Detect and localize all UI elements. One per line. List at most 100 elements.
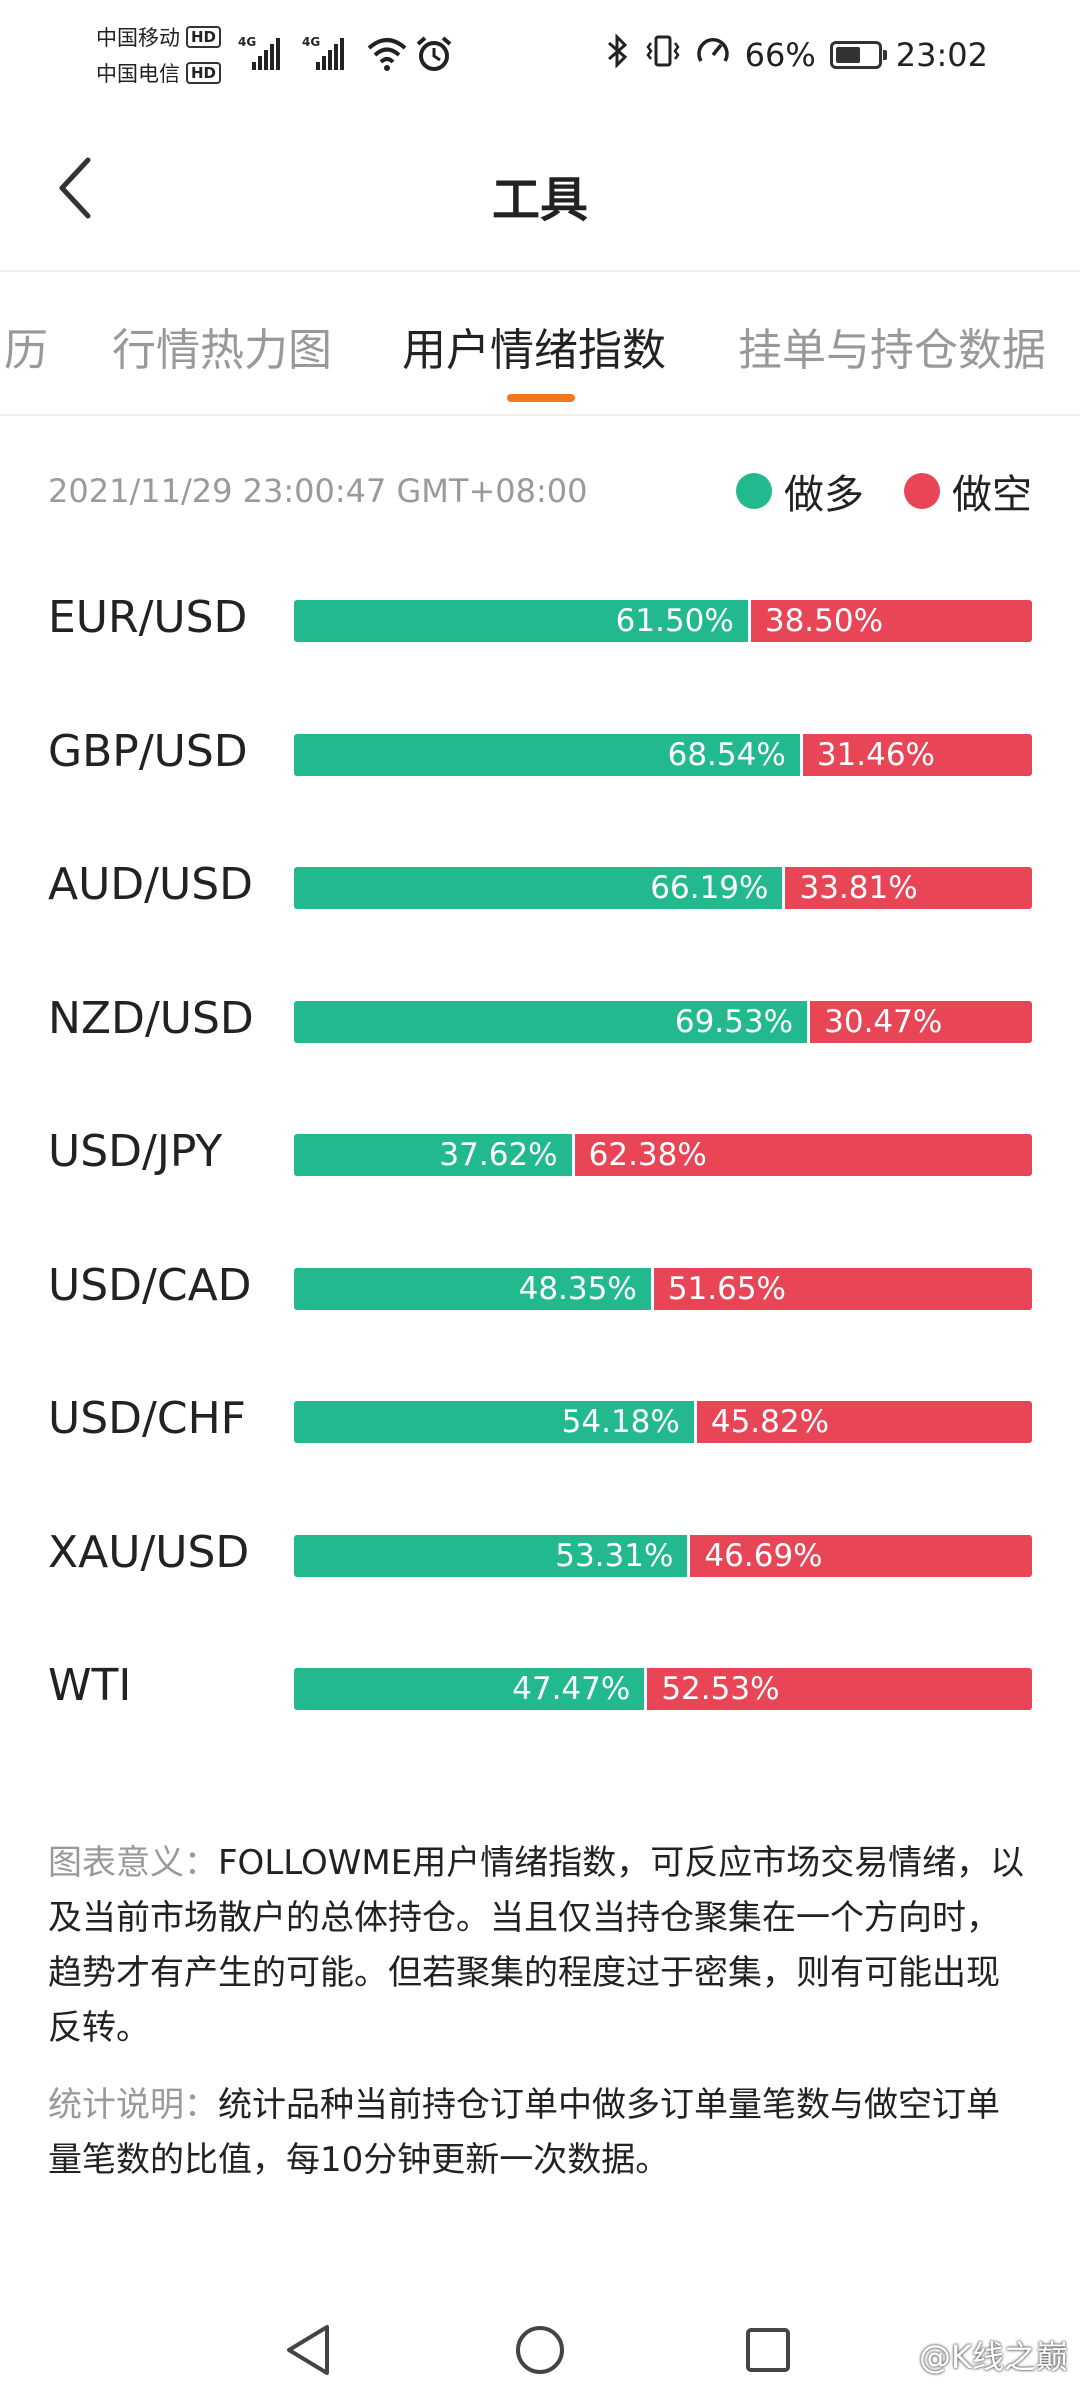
sentiment-bar: 48.35% 51.65% bbox=[294, 1267, 1032, 1310]
back-button[interactable] bbox=[40, 152, 112, 224]
sentiment-row[interactable]: USD/JPY 37.62% 62.38% bbox=[0, 1108, 1080, 1242]
carrier-1: 中国移动 HD bbox=[96, 22, 222, 52]
short-segment: 52.53% bbox=[644, 1668, 1032, 1710]
legend-short-label: 做空 bbox=[952, 472, 1032, 518]
sentiment-row[interactable]: XAU/USD 53.31% 46.69% bbox=[0, 1509, 1080, 1643]
pair-label: USD/CHF bbox=[48, 1393, 246, 1444]
long-segment: 69.53% bbox=[294, 1000, 808, 1043]
page-title: 工具 bbox=[491, 172, 588, 228]
hd-badge: HD bbox=[186, 26, 222, 48]
status-bar: 中国移动 HD 中国电信 HD 4G 4G bbox=[0, 0, 1080, 110]
sentiment-bar: 69.53% 30.47% bbox=[294, 1000, 1032, 1043]
signal-1-icon: 4G bbox=[238, 34, 282, 74]
tab-orders-positions[interactable]: 挂单与持仓数据 bbox=[738, 325, 1046, 376]
pair-label: EUR/USD bbox=[48, 592, 248, 643]
long-segment: 47.47% bbox=[294, 1668, 645, 1710]
pair-label: AUD/USD bbox=[48, 859, 254, 910]
clock: 23:02 bbox=[895, 36, 988, 74]
wifi-icon bbox=[366, 34, 408, 74]
sentiment-row[interactable]: USD/CHF 54.18% 45.82% bbox=[0, 1375, 1080, 1509]
carrier-2: 中国电信 HD bbox=[96, 58, 222, 88]
short-dot-icon bbox=[904, 473, 940, 509]
long-segment: 53.31% bbox=[294, 1534, 688, 1577]
sentiment-bar: 37.62% 62.38% bbox=[294, 1134, 1032, 1176]
sentiment-bar: 47.47% 52.53% bbox=[294, 1668, 1032, 1710]
sentiment-row[interactable]: AUD/USD 66.19% 33.81% bbox=[0, 841, 1080, 975]
meaning-paragraph: 图表意义：FOLLOWME用户情绪指数，可反应市场交易情绪，以及当前市场散户的总… bbox=[48, 1836, 1032, 2056]
network-1-label: 4G bbox=[238, 35, 256, 49]
signal-2-icon: 4G bbox=[302, 34, 346, 74]
stats-paragraph: 统计说明：统计品种当前持仓订单中做多订单量笔数与做空订单量笔数的比值，每10分钟… bbox=[48, 2078, 1032, 2188]
legend-short: 做空 bbox=[904, 462, 1032, 520]
pair-label: NZD/USD bbox=[48, 992, 254, 1044]
short-segment: 45.82% bbox=[693, 1401, 1032, 1443]
sentiment-row[interactable]: USD/CAD 48.35% 51.65% bbox=[0, 1242, 1080, 1376]
battery-icon bbox=[829, 41, 887, 69]
long-segment: 48.35% bbox=[294, 1267, 651, 1310]
circle-home-icon bbox=[516, 2326, 564, 2374]
long-segment: 66.19% bbox=[294, 867, 783, 909]
short-segment: 51.65% bbox=[650, 1267, 1032, 1310]
sentiment-bar: 66.19% 33.81% bbox=[294, 867, 1032, 909]
nav-back-button[interactable] bbox=[278, 2320, 338, 2380]
battery-level bbox=[835, 47, 861, 63]
sentiment-row[interactable]: WTI 47.47% 52.53% bbox=[0, 1642, 1080, 1776]
tab-bar: 历 行情热力图 用户情绪指数 挂单与持仓数据 bbox=[0, 272, 1080, 416]
sentiment-bar: 54.18% 45.82% bbox=[294, 1401, 1032, 1443]
bluetooth-icon bbox=[605, 33, 631, 77]
nav-home-button[interactable] bbox=[510, 2320, 570, 2380]
stats-label: 统计说明： bbox=[48, 2085, 218, 2125]
pair-label: USD/JPY bbox=[48, 1126, 223, 1177]
meaning-label: 图表意义： bbox=[48, 1843, 218, 1883]
short-segment: 33.81% bbox=[782, 867, 1032, 909]
long-segment: 61.50% bbox=[294, 600, 748, 642]
tab-sentiment[interactable]: 用户情绪指数 bbox=[402, 325, 666, 376]
short-segment: 62.38% bbox=[571, 1134, 1032, 1176]
speed-icon bbox=[695, 33, 731, 77]
carrier-1-name: 中国移动 bbox=[96, 26, 180, 50]
short-segment: 31.46% bbox=[799, 733, 1032, 776]
vibrate-icon bbox=[645, 33, 681, 77]
sentiment-bar: 61.50% 38.50% bbox=[294, 600, 1032, 642]
sentiment-row[interactable]: GBP/USD 68.54% 31.46% bbox=[0, 708, 1080, 842]
triangle-back-icon bbox=[287, 2325, 329, 2375]
hd-badge: HD bbox=[186, 62, 222, 84]
square-recents-icon bbox=[746, 2328, 790, 2372]
legend: 做多 做空 bbox=[736, 462, 1032, 520]
pair-label: USD/CAD bbox=[48, 1259, 252, 1311]
update-timestamp: 2021/11/29 23:00:47 GMT+08:00 bbox=[48, 472, 588, 510]
short-segment: 30.47% bbox=[807, 1000, 1032, 1043]
short-segment: 46.69% bbox=[687, 1534, 1032, 1577]
short-segment: 38.50% bbox=[747, 600, 1032, 642]
long-segment: 37.62% bbox=[294, 1134, 572, 1176]
sentiment-row[interactable]: EUR/USD 61.50% 38.50% bbox=[0, 574, 1080, 708]
sentiment-list: EUR/USD 61.50% 38.50% GBP/USD 68.54% 31.… bbox=[0, 574, 1080, 1776]
legend-long-label: 做多 bbox=[784, 472, 864, 518]
status-right: 66% 23:02 bbox=[605, 32, 988, 78]
long-segment: 54.18% bbox=[294, 1401, 694, 1443]
tab-calendar[interactable]: 历 bbox=[4, 325, 48, 376]
header: 工具 bbox=[0, 110, 1080, 272]
alarm-icon bbox=[414, 34, 454, 74]
stats-text: 统计品种当前持仓订单中做多订单量笔数与做空订单量笔数的比值，每10分钟更新一次数… bbox=[48, 2085, 1000, 2180]
nav-recents-button[interactable] bbox=[738, 2320, 798, 2380]
legend-long: 做多 bbox=[736, 462, 864, 520]
watermark: @K线之巅 bbox=[919, 2338, 1068, 2376]
network-2-label: 4G bbox=[302, 35, 320, 49]
sentiment-bar: 68.54% 31.46% bbox=[294, 733, 1032, 776]
description: 图表意义：FOLLOWME用户情绪指数，可反应市场交易情绪，以及当前市场散户的总… bbox=[48, 1836, 1032, 2210]
meaning-text: FOLLOWME用户情绪指数，可反应市场交易情绪，以及当前市场散户的总体持仓。当… bbox=[48, 1843, 1025, 2048]
pair-label: GBP/USD bbox=[48, 725, 248, 777]
battery-percent: 66% bbox=[744, 36, 816, 74]
sentiment-row[interactable]: NZD/USD 69.53% 30.47% bbox=[0, 975, 1080, 1109]
long-segment: 68.54% bbox=[294, 733, 800, 776]
active-tab-indicator bbox=[507, 394, 575, 402]
carrier-2-name: 中国电信 bbox=[96, 62, 180, 86]
chevron-left-icon bbox=[59, 157, 91, 219]
pair-label: WTI bbox=[48, 1660, 132, 1711]
tab-heatmap[interactable]: 行情热力图 bbox=[112, 325, 332, 376]
system-nav-bar: @K线之巅 bbox=[0, 2300, 1080, 2400]
sentiment-bar: 53.31% 46.69% bbox=[294, 1534, 1032, 1577]
long-dot-icon bbox=[736, 473, 772, 509]
pair-label: XAU/USD bbox=[48, 1526, 250, 1578]
